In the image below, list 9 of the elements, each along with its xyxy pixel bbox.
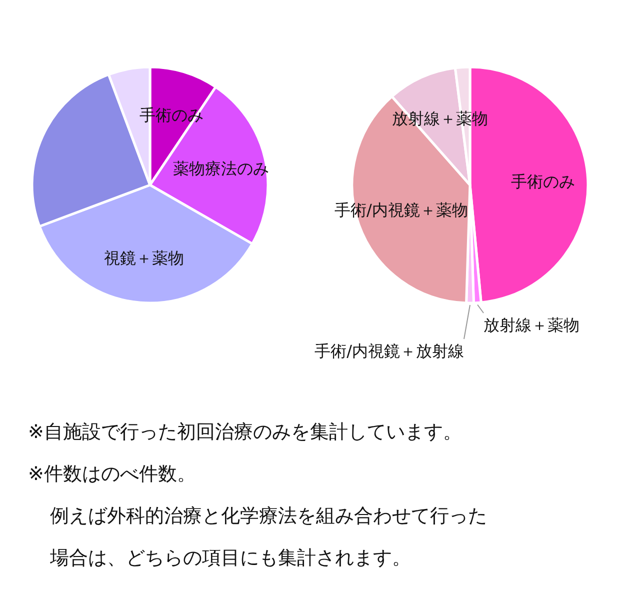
text: ※自施設で行った初回治療のみを集計しています。 [28,421,462,443]
slice-label: 手術/内視鏡＋薬物 [334,200,468,220]
slice-label: 手術のみ [511,172,576,192]
text: 場合は、どちらの項目にも集計されます。 [49,547,411,569]
slice-label: 放射線＋薬物 [484,316,580,334]
text: ※件数はのべ件数。 [28,463,196,485]
slice-label: 手術/内視鏡＋放射線 [314,342,464,360]
slice-label: 視鏡＋薬物 [104,248,184,268]
text: 例えば外科的治療と化学療法を組み合わせて行った [50,505,487,527]
